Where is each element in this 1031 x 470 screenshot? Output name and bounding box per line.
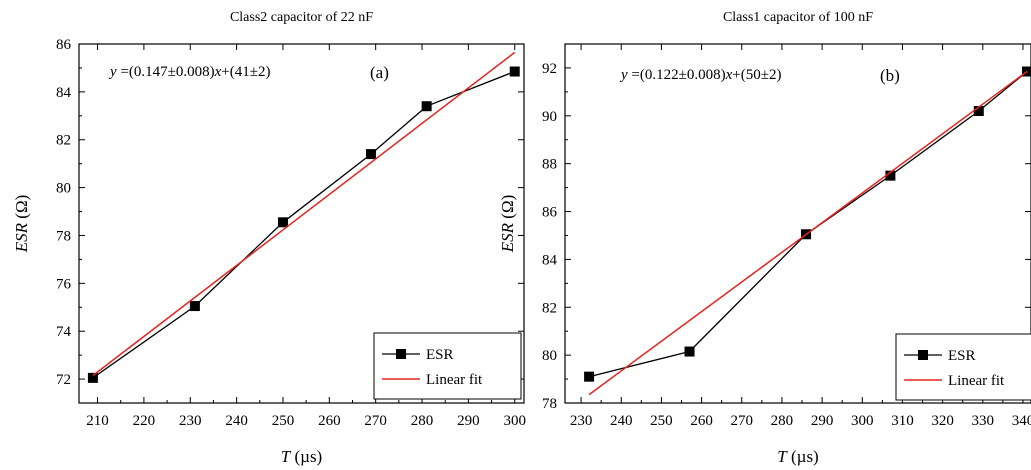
x-tick-label: 310	[891, 413, 914, 429]
panel-label: (a)	[370, 63, 389, 82]
x-axis-label: T (µs)	[281, 447, 322, 466]
y-tick-label: 92	[542, 61, 557, 77]
x-tick-label: 240	[225, 413, 248, 429]
legend-label: Linear fit	[426, 372, 483, 388]
x-tick-label: 270	[731, 413, 754, 429]
chart-title: Class1 capacitor of 100 nF	[723, 10, 873, 25]
linear-fit-line	[92, 51, 516, 377]
x-axis-label: T (µs)	[777, 447, 818, 466]
y-tick-label: 86	[56, 37, 72, 53]
x-tick-label: 320	[931, 413, 954, 429]
x-tick-label: 250	[272, 413, 295, 429]
x-tick-label: 300	[851, 413, 874, 429]
legend-label: ESR	[948, 348, 976, 364]
y-tick-label: 78	[542, 396, 557, 412]
legend-label: ESR	[426, 347, 454, 363]
y-tick-label: 84	[542, 252, 558, 268]
x-tick-label: 260	[690, 413, 713, 429]
y-axis-label: ESR (Ω)	[498, 195, 517, 254]
x-tick-label: 280	[771, 413, 794, 429]
x-tick-label: 340	[1012, 413, 1031, 429]
legend-marker	[396, 349, 406, 359]
esr-data-point	[684, 346, 695, 357]
y-tick-label: 90	[542, 109, 557, 125]
x-tick-label: 290	[811, 413, 834, 429]
plot-frame	[564, 43, 1031, 404]
legend-box	[895, 333, 1031, 401]
y-tick-label: 86	[542, 205, 558, 221]
x-tick-label: 270	[364, 413, 387, 429]
chart-panel-b: Class1 capacitor of 100 nF 230 240 250 260 27…	[498, 10, 1031, 466]
legend: ESR Linear fit	[895, 333, 1031, 401]
esr-data-point	[277, 217, 288, 228]
esr-data-point	[87, 372, 98, 383]
chart-title: Class2 capacitor of 22 nF	[230, 10, 373, 25]
linear-fit-line	[588, 70, 1028, 396]
esr-data-point	[973, 106, 984, 117]
panel-label: (b)	[880, 66, 900, 85]
y-tick-label: 74	[56, 324, 72, 340]
legend-marker	[918, 350, 928, 360]
legend: ESR Linear fit	[373, 332, 522, 400]
esr-data-point	[885, 170, 896, 181]
chart-panel-a: Class2 capacitor of 22 nF 210 220 230 240 250…	[12, 10, 526, 466]
plot-frame	[78, 43, 525, 404]
x-tick-label: 330	[972, 413, 995, 429]
x-tick-label: 220	[133, 413, 156, 429]
fit-equation: y =(0.122±0.008)x+(50±2)	[619, 67, 781, 83]
x-tick-label: 250	[650, 413, 673, 429]
x-tick-label: 290	[457, 413, 480, 429]
esr-series-line	[588, 70, 1028, 378]
x-tick-label: 230	[179, 413, 202, 429]
y-tick-label: 82	[56, 133, 71, 149]
esr-data-point	[584, 371, 595, 382]
y-tick-label: 78	[56, 228, 71, 244]
legend-label: Linear fit	[948, 373, 1005, 389]
x-tick-label: 230	[570, 413, 593, 429]
y-tick-label: 76	[56, 276, 72, 292]
y-tick-label: 82	[542, 300, 557, 316]
fit-equation: y =(0.147±0.008)x+(41±2)	[108, 64, 270, 80]
x-tick-label: 300	[503, 413, 526, 429]
y-tick-label: 84	[56, 85, 72, 101]
y-tick-label: 80	[542, 348, 557, 364]
esr-data-point	[189, 301, 200, 312]
esr-series-line	[92, 70, 515, 379]
y-tick-label: 80	[56, 181, 71, 197]
x-tick-label: 280	[411, 413, 434, 429]
esr-data-point	[421, 101, 432, 112]
esr-data-point	[509, 66, 520, 77]
y-tick-label: 72	[56, 372, 71, 388]
esr-data-point	[366, 149, 377, 160]
y-tick-label: 88	[542, 157, 557, 173]
x-tick-label: 260	[318, 413, 341, 429]
x-tick-label: 210	[86, 413, 109, 429]
legend-box	[373, 332, 522, 400]
y-axis-label: ESR (Ω)	[12, 195, 31, 254]
x-tick-label: 240	[610, 413, 633, 429]
